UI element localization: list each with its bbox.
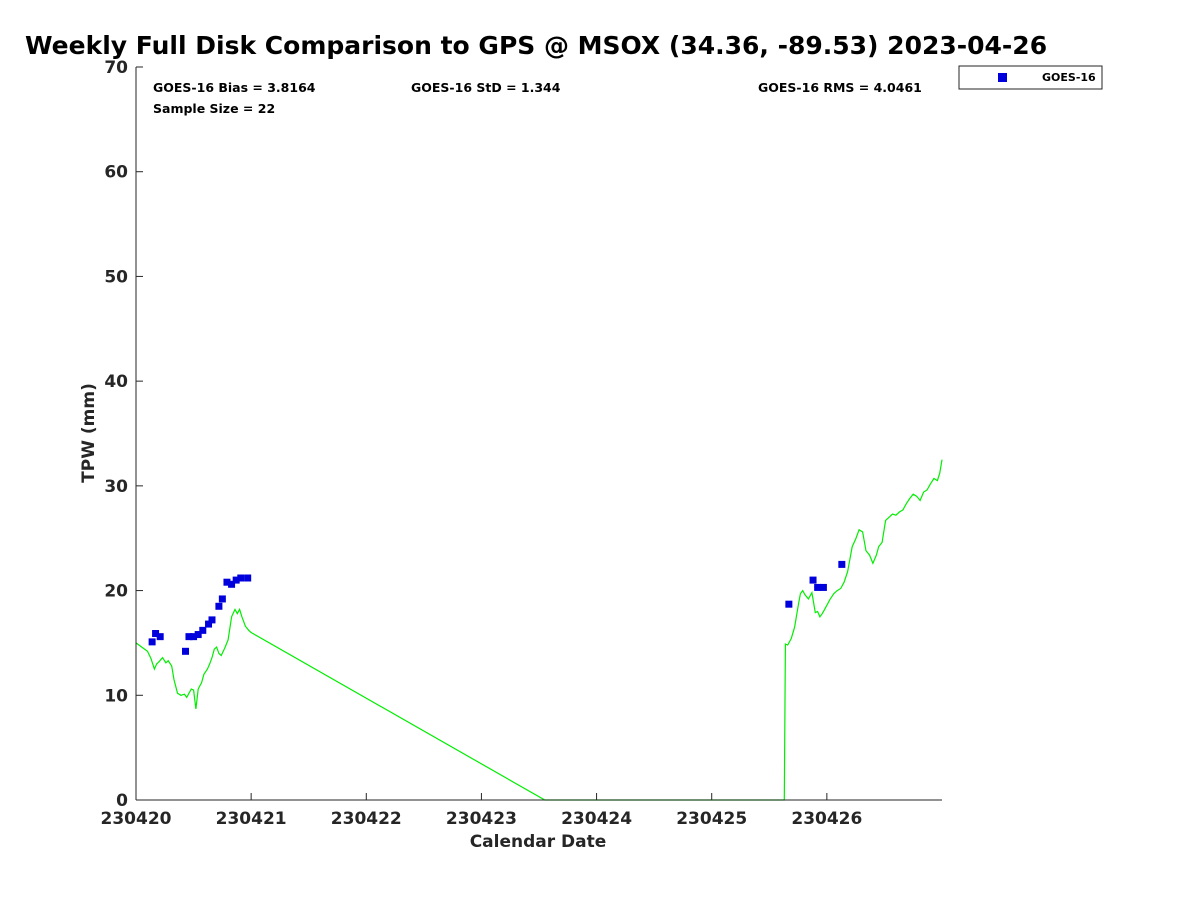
x-tick-label: 230420 <box>101 809 172 829</box>
legend-marker-goes16 <box>998 73 1007 82</box>
y-ticks: 0 10 20 30 40 50 60 70 <box>104 58 143 811</box>
x-tick-label: 230424 <box>561 809 632 829</box>
legend-box <box>958 65 1103 90</box>
x-tick-label: 230425 <box>676 809 747 829</box>
axes: 0 10 20 30 40 50 60 70 230420 230421 230422 230423… <box>101 58 942 829</box>
y-tick-label: 0 <box>116 791 128 811</box>
goes16-data-point <box>208 616 216 624</box>
y-tick-label: 60 <box>104 163 128 183</box>
goes16-data-point <box>185 633 193 641</box>
sample-size-stat: Sample Size = 22 <box>153 101 275 116</box>
goes16-data-point <box>218 595 226 603</box>
chart-title: Weekly Full Disk Comparison to GPS @ MSO… <box>25 31 1047 60</box>
goes16-data-point <box>148 638 156 646</box>
y-tick-label: 40 <box>104 372 128 392</box>
goes16-data-point <box>190 633 198 641</box>
goes16-data-point <box>152 630 160 638</box>
goes16-data-point <box>194 631 202 639</box>
goes16-data-point <box>215 602 223 610</box>
legend-label-goes16: GOES-16 <box>1042 71 1096 84</box>
x-tick-label: 230423 <box>446 809 517 829</box>
goes16-data-point <box>814 583 822 591</box>
bias-stat: GOES-16 Bias = 3.8164 <box>153 80 316 95</box>
y-tick-label: 50 <box>104 267 128 287</box>
goes16-data-point <box>199 626 207 634</box>
goes16-data-point <box>785 600 793 608</box>
goes16-data-point <box>237 574 245 582</box>
goes16-data-point <box>223 578 231 586</box>
y-tick-label: 20 <box>104 582 128 602</box>
y-tick-label: 10 <box>104 686 128 706</box>
x-tick-label: 230422 <box>331 809 402 829</box>
y-axis-label: TPW (mm) <box>79 383 99 483</box>
goes16-data-point <box>205 620 213 628</box>
x-axis-label: Calendar Date <box>470 832 607 852</box>
goes16-point-layer <box>148 560 846 655</box>
goes16-data-point <box>244 574 252 582</box>
rms-stat: GOES-16 RMS = 4.0461 <box>758 80 922 95</box>
y-tick-label: 30 <box>104 477 128 497</box>
goes16-data-point <box>838 560 846 568</box>
x-tick-label: 230426 <box>791 809 862 829</box>
gps-tpw-line <box>135 459 943 801</box>
goes16-data-point <box>819 583 827 591</box>
x-tick-label: 230421 <box>216 809 287 829</box>
goes16-data-point <box>182 647 190 655</box>
x-ticks: 230420 230421 230422 230423 230424 230425 2304… <box>101 793 862 829</box>
goes16-data-point <box>232 576 240 584</box>
std-stat: GOES-16 StD = 1.344 <box>411 80 561 95</box>
goes16-data-point <box>228 580 236 588</box>
goes16-data-point <box>156 633 164 641</box>
gps-line-layer <box>135 459 943 801</box>
y-tick-label: 70 <box>104 58 128 78</box>
legend: GOES-16 <box>958 65 1103 90</box>
plot-area <box>135 459 943 801</box>
goes16-data-point <box>809 576 817 584</box>
